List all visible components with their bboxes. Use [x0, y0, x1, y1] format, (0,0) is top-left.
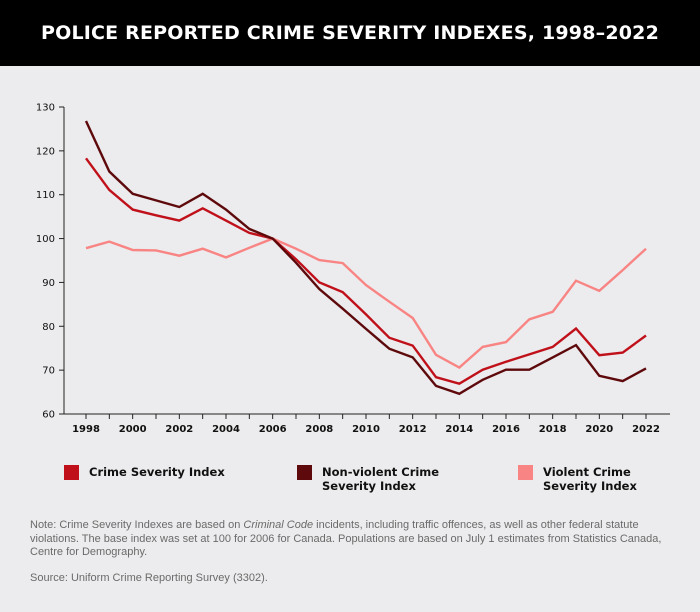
legend-item-non-violent: Non-violent Crime Severity Index	[297, 465, 439, 493]
x-tick-label: 2012	[399, 424, 427, 435]
source: Source: Uniform Crime Reporting Survey (…	[30, 572, 670, 584]
x-tick-label: 2010	[352, 424, 380, 435]
x-tick-label: 2008	[305, 424, 333, 435]
legend: Crime Severity Index Non-violent Crime S…	[0, 465, 700, 505]
source-text: Uniform Crime Reporting Survey (3302).	[67, 572, 268, 584]
chart-title: POLICE REPORTED CRIME SEVERITY INDEXES, …	[40, 22, 660, 44]
note-text-after: incidents, including traffic offences, a…	[30, 519, 662, 558]
legend-swatch-non-violent	[297, 465, 312, 480]
legend-label-violent: Violent Crime	[543, 465, 631, 479]
note-italic: Criminal Code	[243, 519, 314, 531]
y-tick-label: 110	[36, 190, 55, 201]
x-tick-label: 2022	[632, 424, 660, 435]
legend-item-violent: Violent Crime Severity Index	[518, 465, 637, 493]
x-tick-label: 2004	[212, 424, 240, 435]
line-chart: 60 70 80 90 100 110 120 130 1998 2000 2002 2004 2006…	[36, 103, 670, 435]
series-line-violent-crime-severity-index	[85, 237, 647, 369]
title-bar: POLICE REPORTED CRIME SEVERITY INDEXES, …	[0, 0, 700, 66]
legend-label-non-violent-line2: Severity Index	[322, 479, 416, 493]
y-tick-label: 70	[42, 366, 55, 377]
legend-label-crime-severity: Crime Severity Index	[89, 465, 225, 479]
legend-swatch-crime-severity	[64, 465, 79, 480]
source-label: Source:	[30, 572, 68, 584]
legend-label-violent-line2: Severity Index	[543, 479, 637, 493]
x-tick-label: 2002	[165, 424, 193, 435]
y-tick-label: 130	[36, 103, 55, 114]
y-tick-label: 60	[42, 410, 55, 421]
x-tick-label: 2006	[259, 424, 287, 435]
x-tick-label: 2014	[445, 424, 473, 435]
legend-item-crime-severity: Crime Severity Index	[64, 465, 225, 480]
series-line-non-violent-crime-severity-index	[84, 120, 647, 396]
series-line-crime-severity-index	[85, 157, 647, 385]
x-tick-label: 2020	[585, 424, 613, 435]
legend-swatch-violent	[518, 465, 533, 480]
note-text-before: Crime Severity Indexes are based on	[56, 519, 244, 531]
note: Note: Crime Severity Indexes are based o…	[30, 519, 670, 560]
y-tick-label: 90	[42, 278, 55, 289]
y-tick-label: 100	[36, 234, 55, 245]
note-label: Note:	[30, 519, 57, 531]
x-tick-label: 2000	[119, 424, 147, 435]
x-tick-label: 2018	[539, 424, 567, 435]
legend-label-non-violent: Non-violent Crime	[322, 465, 440, 479]
x-tick-label: 2016	[492, 424, 520, 435]
y-tick-label: 80	[42, 322, 55, 333]
y-tick-label: 120	[36, 146, 55, 157]
x-tick-label: 1998	[72, 424, 100, 435]
